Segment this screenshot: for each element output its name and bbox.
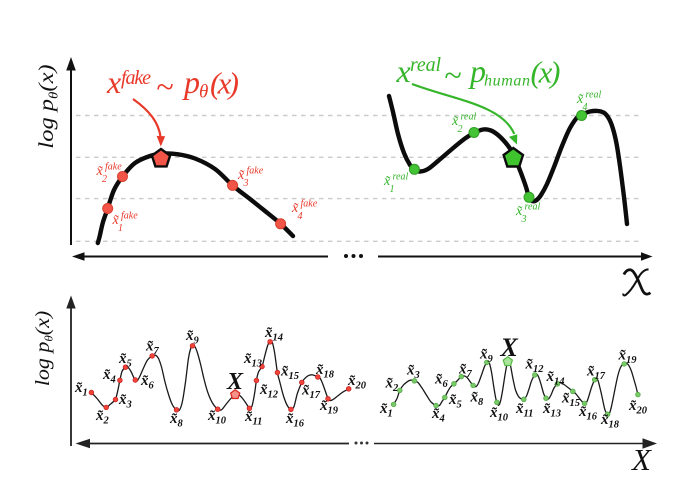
svg-text:p: p: [468, 53, 486, 89]
svg-text:X: X: [226, 369, 244, 395]
svg-text:fake: fake: [105, 162, 122, 173]
svg-text:x: x: [106, 64, 121, 100]
svg-text:log pθ(x): log pθ(x): [31, 311, 55, 386]
svg-text:log pθ(x): log pθ(x): [35, 64, 61, 148]
svg-text:x̃: x̃: [112, 213, 120, 228]
svg-text:x̃: x̃: [515, 204, 523, 219]
svg-text:X: X: [500, 333, 519, 362]
svg-text:3: 3: [521, 214, 527, 225]
svg-text:fake: fake: [121, 67, 151, 89]
svg-text:fake: fake: [247, 166, 264, 177]
svg-text:X: X: [630, 442, 652, 477]
svg-text:x̃: x̃: [451, 114, 459, 129]
svg-text:4: 4: [583, 102, 588, 113]
svg-text:p: p: [182, 64, 200, 100]
svg-text:real: real: [525, 202, 541, 213]
svg-text:(x): (x): [531, 55, 561, 90]
svg-text:human: human: [484, 73, 530, 90]
svg-text:θ: θ: [199, 82, 208, 103]
svg-text:2: 2: [102, 174, 107, 185]
svg-text:x̃: x̃: [237, 168, 245, 183]
svg-text:x̃: x̃: [576, 92, 584, 107]
svg-text:real: real: [586, 90, 602, 101]
svg-text:(x): (x): [210, 66, 239, 101]
svg-text:~: ~: [156, 69, 173, 105]
svg-text:x̃: x̃: [291, 201, 299, 216]
svg-text:~: ~: [444, 57, 461, 93]
svg-text:4: 4: [298, 211, 303, 222]
svg-text:1: 1: [118, 223, 123, 234]
svg-text:1: 1: [390, 184, 395, 195]
svg-text:fake: fake: [301, 199, 318, 210]
svg-text:fake: fake: [121, 211, 138, 222]
svg-text:x: x: [396, 53, 411, 89]
svg-text:x̃: x̃: [383, 174, 391, 189]
svg-text:real: real: [393, 172, 409, 183]
svg-text:x̃: x̃: [96, 164, 104, 179]
svg-text:real: real: [461, 112, 477, 123]
svg-text:2: 2: [458, 124, 463, 135]
svg-text:real: real: [410, 54, 441, 76]
svg-text:3: 3: [243, 178, 249, 189]
